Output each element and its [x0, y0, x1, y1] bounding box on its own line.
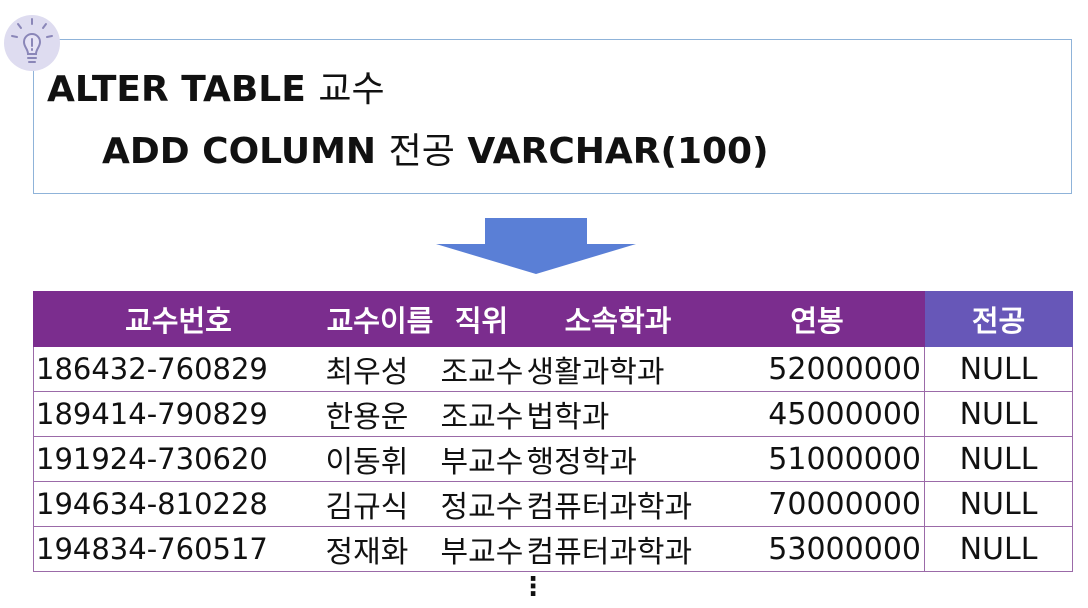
cell-position: 조교수 — [436, 346, 527, 392]
cell-professor-id: 194834-760517 — [33, 526, 324, 572]
cell-salary: 51000000 — [709, 436, 925, 482]
header-position: 직위 — [436, 291, 527, 347]
cell-major: NULL — [924, 526, 1073, 572]
cell-professor-id: 186432-760829 — [33, 346, 324, 392]
cell-professor-name: 최우성 — [323, 346, 437, 392]
cell-professor-id: 191924-730620 — [33, 436, 324, 482]
cell-department: 행정학과 — [526, 436, 710, 482]
cell-position: 부교수 — [436, 436, 527, 482]
cell-salary: 45000000 — [709, 391, 925, 437]
more-rows-ellipsis: ⋮ — [520, 572, 546, 602]
table-row: 194634-810228 김규식 정교수 컴퓨터과학과 70000000 NU… — [33, 481, 1073, 527]
down-arrow-icon — [436, 218, 636, 274]
cell-major: NULL — [924, 481, 1073, 527]
header-professor-name: 교수이름 — [323, 291, 437, 347]
table-header-row: 교수번호 교수이름 직위 소속학과 연봉 전공 — [33, 291, 1073, 347]
lightbulb-badge — [4, 15, 60, 71]
cell-salary: 70000000 — [709, 481, 925, 527]
cell-salary: 52000000 — [709, 346, 925, 392]
table-row: 189414-790829 한용운 조교수 법학과 45000000 NULL — [33, 391, 1073, 437]
header-salary: 연봉 — [709, 291, 925, 347]
cell-professor-name: 김규식 — [323, 481, 437, 527]
header-department: 소속학과 — [526, 291, 710, 347]
table-row: 191924-730620 이동휘 부교수 행정학과 51000000 NULL — [33, 436, 1073, 482]
cell-department: 컴퓨터과학과 — [526, 481, 710, 527]
cell-major: NULL — [924, 436, 1073, 482]
sql-keyword-add-column: ADD COLUMN — [102, 131, 377, 172]
lightbulb-icon — [11, 18, 53, 63]
cell-major: NULL — [924, 391, 1073, 437]
cell-professor-name: 정재화 — [323, 526, 437, 572]
sql-line-alter-table: ALTER TABLE 교수 — [47, 68, 385, 112]
sql-code-box: ALTER TABLE 교수 ADD COLUMN 전공 VARCHAR(100… — [33, 39, 1072, 194]
cell-salary: 53000000 — [709, 526, 925, 572]
sql-column-name: 전공 — [388, 131, 455, 172]
sql-column-type: VARCHAR(100) — [467, 131, 769, 172]
sql-keyword-alter-table: ALTER TABLE — [47, 69, 306, 110]
cell-position: 정교수 — [436, 481, 527, 527]
table-row: 194834-760517 정재화 부교수 컴퓨터과학과 53000000 NU… — [33, 526, 1073, 572]
header-major-new-column: 전공 — [924, 291, 1073, 347]
cell-department: 생활과학과 — [526, 346, 710, 392]
cell-professor-name: 이동휘 — [323, 436, 437, 482]
cell-department: 컴퓨터과학과 — [526, 526, 710, 572]
cell-position: 부교수 — [436, 526, 527, 572]
cell-position: 조교수 — [436, 391, 527, 437]
sql-table-name: 교수 — [318, 69, 385, 110]
cell-department: 법학과 — [526, 391, 710, 437]
cell-professor-id: 194634-810228 — [33, 481, 324, 527]
cell-professor-name: 한용운 — [323, 391, 437, 437]
cell-major: NULL — [924, 346, 1073, 392]
table-row: 186432-760829 최우성 조교수 생활과학과 52000000 NUL… — [33, 346, 1073, 392]
sql-line-add-column: ADD COLUMN 전공 VARCHAR(100) — [102, 130, 769, 174]
cell-professor-id: 189414-790829 — [33, 391, 324, 437]
header-professor-id: 교수번호 — [33, 291, 324, 347]
professor-table: 교수번호 교수이름 직위 소속학과 연봉 전공 186432-760829 최우… — [33, 291, 1073, 572]
